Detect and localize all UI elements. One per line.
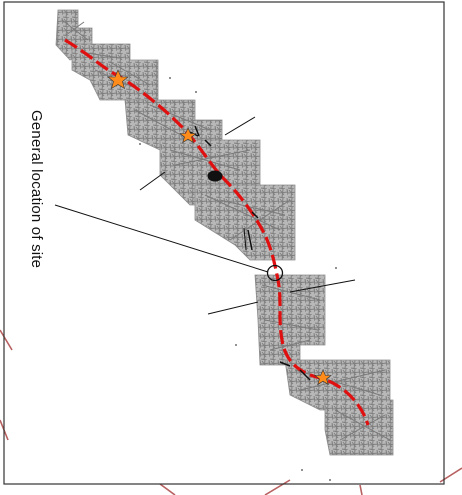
map-frame: [3, 1, 445, 485]
junction-marks: [189, 125, 311, 381]
scatter-dots: [139, 77, 337, 481]
route-line: [64, 38, 370, 426]
street-detail-strokes: [61, 19, 391, 441]
street-mesh-tiles: [55, 9, 394, 456]
star-marker-icon: [107, 69, 332, 386]
leader-line: [54, 204, 269, 273]
circle-marker-icon: [266, 264, 284, 282]
section-lines: [139, 116, 356, 315]
site-location-label: General location of site: [28, 110, 45, 269]
